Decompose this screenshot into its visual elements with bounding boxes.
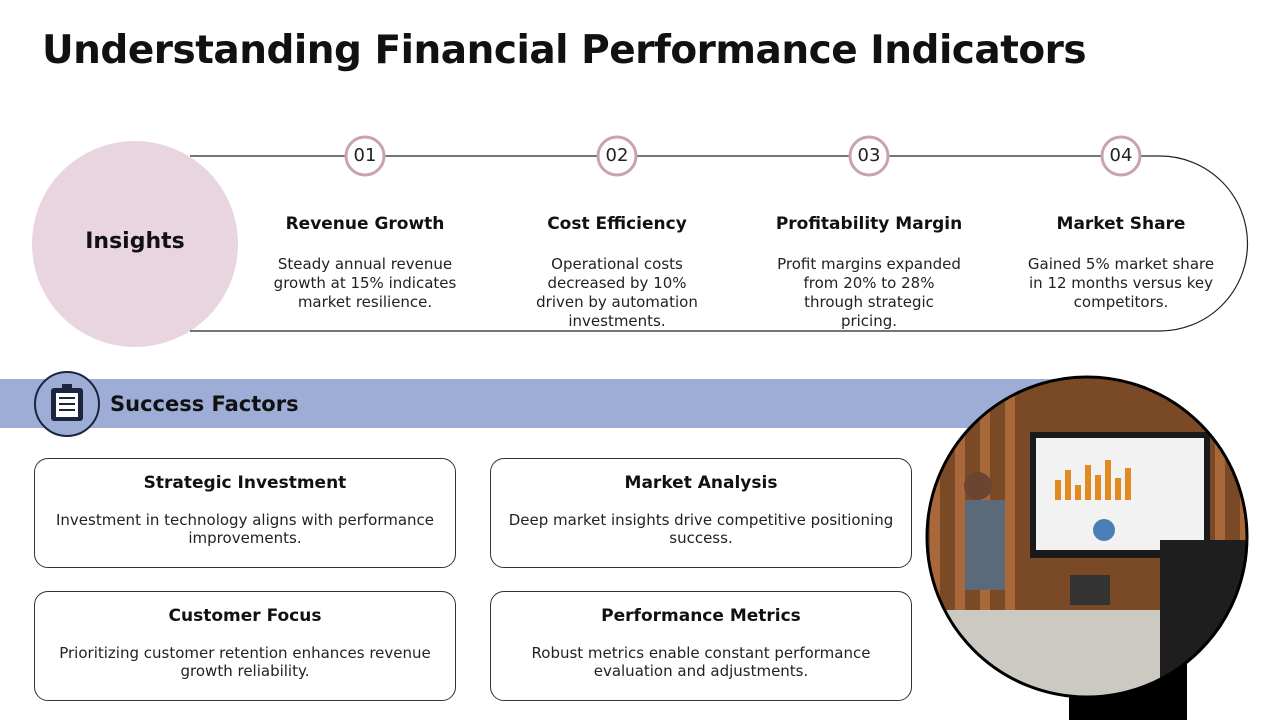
step-number: 04 (1109, 145, 1133, 166)
insights-circle (32, 141, 238, 347)
card-text: Deep market insights drive competitive p… (508, 511, 894, 547)
factor-card: Strategic Investment Investment in techno… (34, 458, 456, 568)
step-markers (344, 135, 1142, 177)
band (0, 379, 1070, 428)
photo-frame (925, 375, 1249, 699)
step-text: Steady annual revenue growth at 15% indi… (273, 255, 457, 311)
card-text: Investment in technology aligns with per… (55, 511, 435, 547)
factor-card: Performance Metrics Robust metrics enable… (490, 591, 912, 701)
step-number: 02 (605, 145, 629, 166)
insights-label: Insights (85, 229, 185, 254)
icon (34, 371, 100, 437)
section-heading: Success Factors (110, 392, 299, 416)
card-title: Market Analysis (624, 473, 778, 493)
card-title: Performance Metrics (601, 606, 801, 626)
photo (927, 377, 1247, 697)
step-text: Operational costs decreased by 10% drive… (536, 255, 698, 330)
timeline (190, 155, 1249, 332)
card-title: Customer Focus (168, 606, 322, 626)
step-number: 03 (857, 145, 881, 166)
step-text: Gained 5% market share in 12 months vers… (1027, 255, 1215, 311)
card-title: Strategic Investment (143, 473, 347, 493)
factor-card: Customer Focus Prioritizing customer rete… (34, 591, 456, 701)
step-title: Market Share (1056, 214, 1186, 234)
title: Understanding Financial Performance Indi… (42, 28, 1087, 73)
factor-card: Market Analysis Deep market insights driv… (490, 458, 912, 568)
card-text: Prioritizing customer retention enhances… (59, 644, 431, 680)
card-text: Robust metrics enable constant performan… (531, 644, 871, 680)
step-title: Profitability Margin (775, 214, 963, 234)
step-number: 01 (353, 145, 377, 166)
step-text: Profit margins expanded from 20% to 28% … (777, 255, 961, 330)
step-title: Revenue Growth (285, 214, 445, 234)
step-title: Cost Efficiency (547, 214, 687, 234)
